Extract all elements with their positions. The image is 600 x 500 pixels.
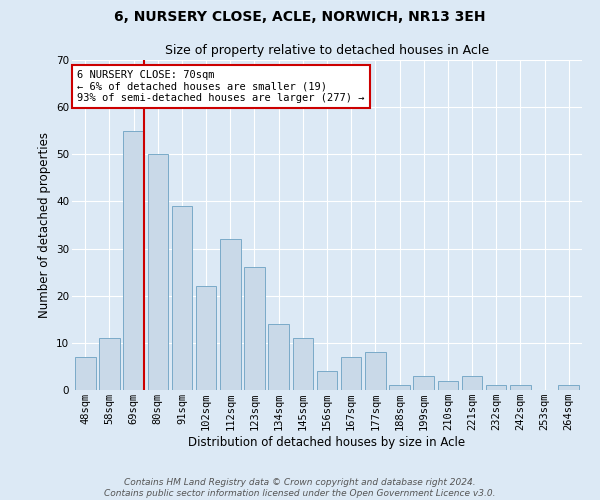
Bar — [148, 154, 168, 390]
Bar — [99, 338, 120, 390]
Bar — [293, 338, 313, 390]
Bar — [413, 376, 434, 390]
Bar — [244, 268, 265, 390]
Bar — [486, 386, 506, 390]
Bar — [510, 386, 530, 390]
Bar — [437, 380, 458, 390]
Bar — [341, 357, 361, 390]
Bar — [389, 386, 410, 390]
Text: 6 NURSERY CLOSE: 70sqm
← 6% of detached houses are smaller (19)
93% of semi-deta: 6 NURSERY CLOSE: 70sqm ← 6% of detached … — [77, 70, 365, 103]
Bar — [559, 386, 579, 390]
Text: Contains HM Land Registry data © Crown copyright and database right 2024.
Contai: Contains HM Land Registry data © Crown c… — [104, 478, 496, 498]
Bar — [462, 376, 482, 390]
Bar — [317, 371, 337, 390]
Y-axis label: Number of detached properties: Number of detached properties — [38, 132, 50, 318]
Bar — [268, 324, 289, 390]
Title: Size of property relative to detached houses in Acle: Size of property relative to detached ho… — [165, 44, 489, 58]
Bar — [124, 130, 144, 390]
Bar — [365, 352, 386, 390]
Text: 6, NURSERY CLOSE, ACLE, NORWICH, NR13 3EH: 6, NURSERY CLOSE, ACLE, NORWICH, NR13 3E… — [114, 10, 486, 24]
X-axis label: Distribution of detached houses by size in Acle: Distribution of detached houses by size … — [188, 436, 466, 449]
Bar — [220, 239, 241, 390]
Bar — [172, 206, 192, 390]
Bar — [75, 357, 95, 390]
Bar — [196, 286, 217, 390]
